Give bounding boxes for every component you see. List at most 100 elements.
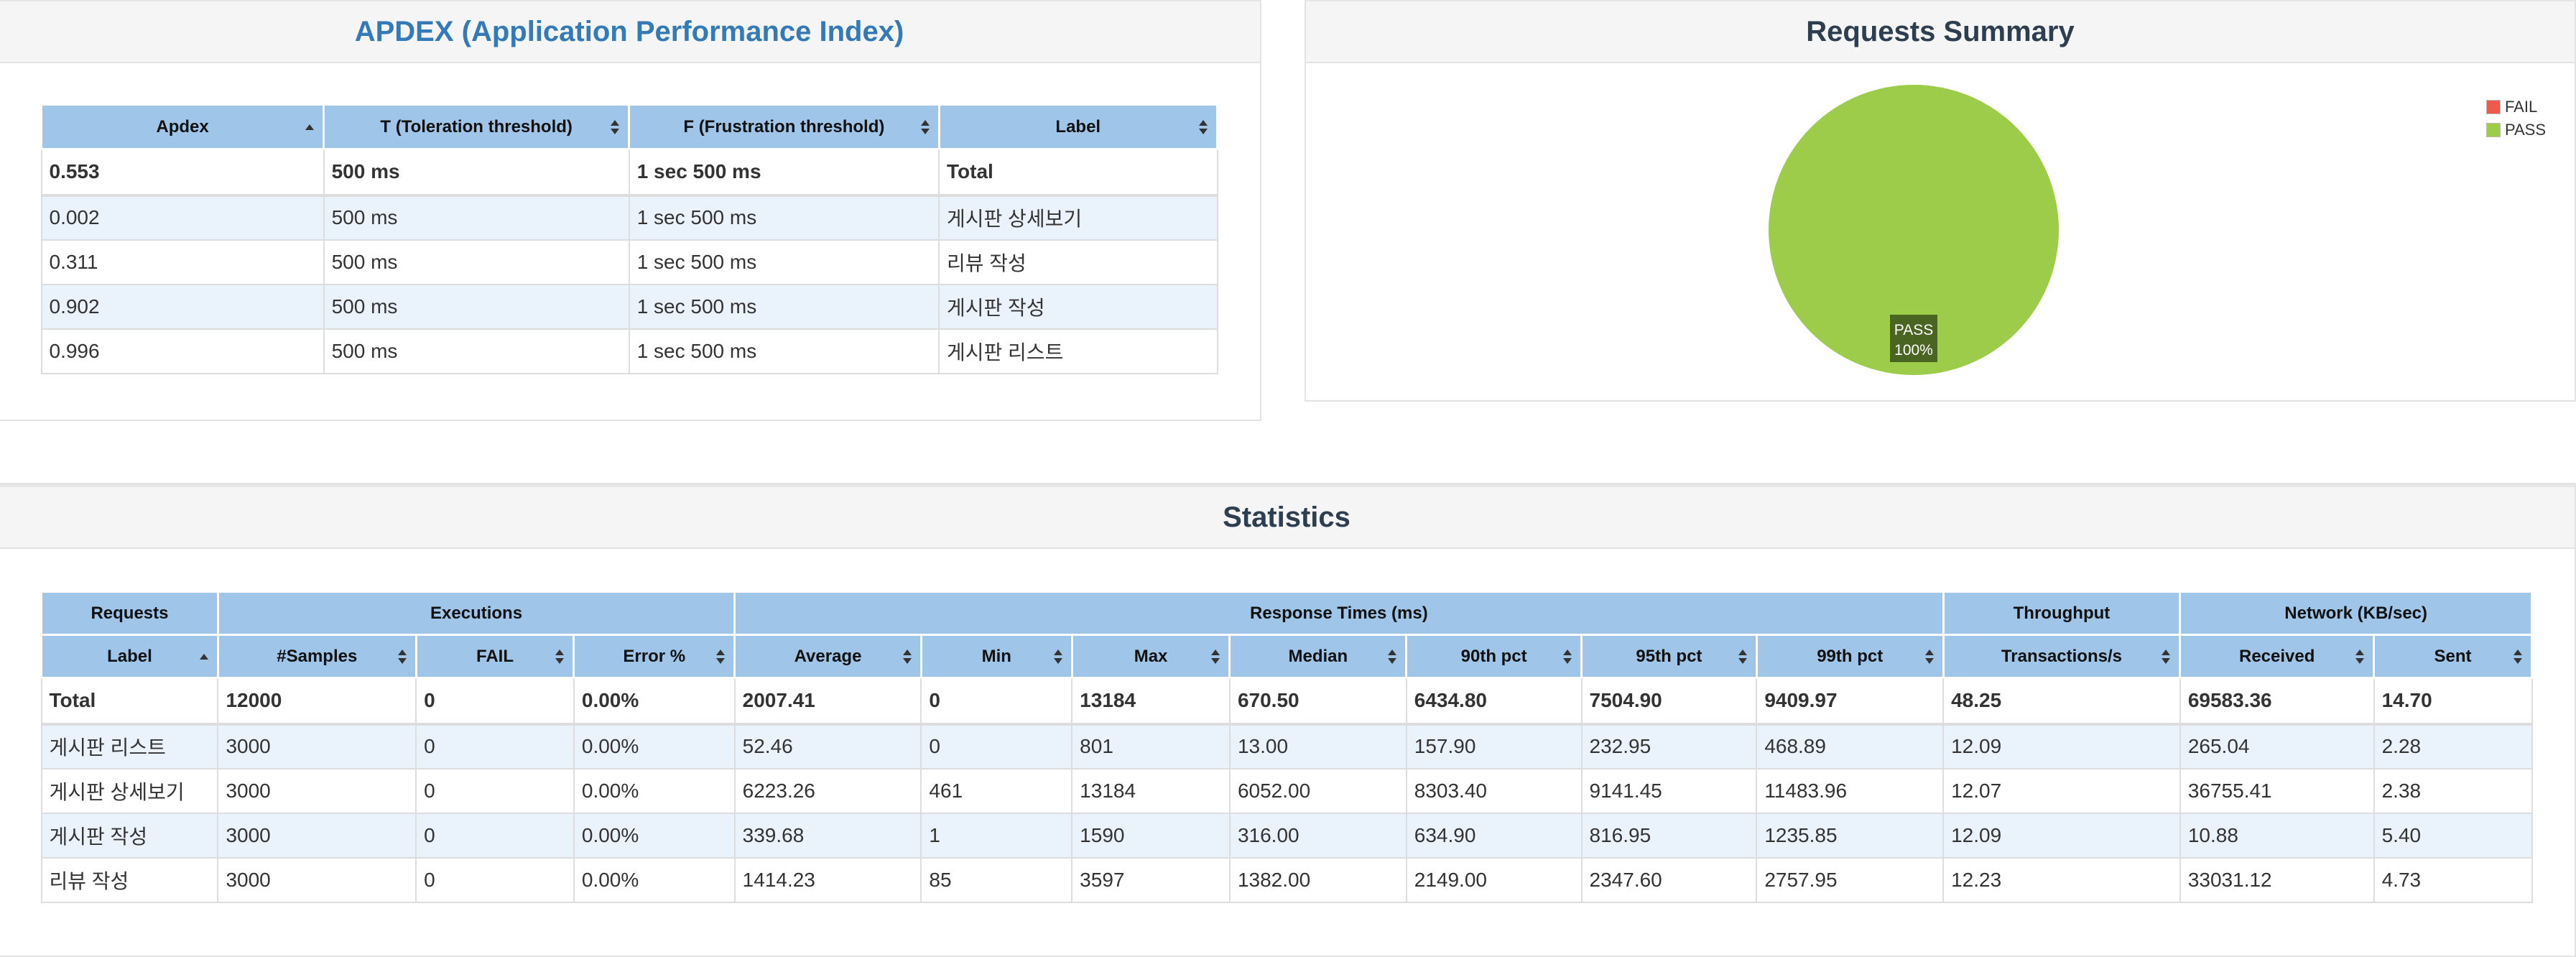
col-max[interactable]: Max [1070, 634, 1231, 679]
column-header-row: Label #Samples FAIL Error % Average Min … [40, 634, 2533, 679]
table-cell: 0 [920, 723, 1073, 769]
table-cell: 1235.85 [1756, 812, 1945, 859]
table-cell: 670.50 [1228, 677, 1407, 726]
col-90th-pct[interactable]: 90th pct [1405, 634, 1583, 679]
table-row: Total 12000 0 0.00% 2007.41 0 13184 670.50 6434.… [40, 677, 2533, 726]
table-row: 0.996 500 ms 1 sec 500 ms 게시판 리스트 [40, 328, 1218, 374]
table-cell: 12000 [217, 677, 417, 726]
table-cell: 3000 [217, 723, 417, 769]
sort-icon [1053, 649, 1062, 664]
table-cell: 1 [920, 812, 1073, 859]
col-received[interactable]: Received [2179, 634, 2376, 679]
table-cell: 0.00% [573, 677, 736, 726]
table-cell: 7504.90 [1580, 677, 1758, 726]
legend-item-fail[interactable]: FAIL [2485, 96, 2546, 119]
sort-icon [2355, 649, 2365, 664]
table-cell: 232.95 [1580, 723, 1758, 769]
table-cell: 1590 [1071, 812, 1231, 859]
col-samples[interactable]: #Samples [216, 634, 417, 679]
statistics-panel: Statistics Requests Executions Response … [0, 483, 2576, 957]
legend-item-pass[interactable]: PASS [2485, 119, 2546, 142]
table-cell: 0.00% [573, 856, 736, 903]
col-99th-pct[interactable]: 99th pct [1755, 634, 1945, 679]
sort-icon [902, 649, 912, 664]
col-min[interactable]: Min [919, 634, 1073, 679]
table-cell: 2.28 [2373, 723, 2533, 769]
pie-label-box [1890, 315, 1937, 362]
table-cell: 3000 [217, 767, 417, 814]
sort-icon [1199, 119, 1208, 134]
table-cell: 0 [415, 677, 575, 726]
table-cell: 10.88 [2179, 812, 2375, 859]
group-header-row: Requests Executions Response Times (ms) … [40, 591, 2533, 636]
col-average[interactable]: Average [733, 634, 922, 679]
table-cell: 0 [920, 677, 1073, 726]
table-cell: 6434.80 [1405, 677, 1583, 726]
apdex-col-f[interactable]: F (Frustration threshold) [628, 103, 940, 150]
col-fail[interactable]: FAIL [414, 634, 575, 679]
table-cell: 85 [920, 856, 1073, 903]
requests-pie-chart: PASS 100% [1769, 85, 2059, 375]
apdex-col-t[interactable]: T (Toleration threshold) [323, 103, 631, 150]
sort-icon [1563, 649, 1572, 664]
table-cell: 6223.26 [733, 767, 922, 814]
sort-icon [2514, 649, 2522, 664]
col-median[interactable]: Median [1228, 634, 1408, 679]
table-cell: 0.00% [573, 767, 736, 814]
table-cell: 12.09 [1942, 723, 2181, 769]
table-cell: 2007.41 [733, 677, 922, 726]
table-cell: 14.70 [2373, 677, 2533, 726]
pie-slice-percent: 100% [1894, 342, 1933, 359]
sort-icon [1211, 649, 1220, 664]
col-95th-pct[interactable]: 95th pct [1580, 634, 1758, 679]
pass-swatch [2485, 123, 2501, 137]
col-error-pct[interactable]: Error % [573, 634, 736, 679]
table-cell: 11483.96 [1756, 767, 1945, 814]
pie-slice-label: PASS [1894, 322, 1933, 338]
table-row: 0.553 500 ms 1 sec 500 ms Total [40, 148, 1218, 197]
sort-icon [716, 649, 726, 664]
table-cell: 36755.41 [2179, 767, 2375, 814]
table-cell: 816.95 [1580, 812, 1758, 859]
apdex-col-apdex[interactable]: Apdex [40, 103, 325, 150]
col-sent[interactable]: Sent [2373, 634, 2533, 679]
table-cell: 3597 [1071, 856, 1231, 903]
requests-summary-title: Requests Summary [1806, 15, 2075, 47]
table-cell: Total [40, 677, 219, 726]
table-cell: 9141.45 [1580, 767, 1758, 814]
table-cell: 3000 [217, 812, 417, 859]
table-cell: 0 [415, 767, 575, 814]
table-cell: 316.00 [1228, 812, 1407, 859]
statistics-title: Statistics [1223, 501, 1350, 533]
table-row: 0.002 500 ms 1 sec 500 ms 게시판 상세보기 [40, 194, 1218, 241]
requests-summary-panel: Requests Summary PASS 100% FAIL PASS [1305, 0, 2576, 402]
table-row: 게시판 상세보기 3000 0 0.00% 6223.26 461 13184 6052.00… [40, 767, 2533, 814]
table-cell: 33031.12 [2179, 856, 2375, 903]
group-network: Network (KB/sec) [2179, 591, 2533, 636]
table-cell: 5.40 [2373, 812, 2533, 859]
sort-icon [2162, 649, 2171, 664]
table-cell: 2149.00 [1405, 856, 1583, 903]
chart-legend: FAIL PASS [2485, 96, 2546, 142]
table-row: 리뷰 작성 3000 0 0.00% 1414.23 85 3597 1382.00 2149.… [40, 856, 2533, 903]
table-cell: 0.00% [573, 812, 736, 859]
pie-slice-pass[interactable] [1769, 85, 2059, 375]
table-cell: 265.04 [2179, 723, 2375, 769]
table-cell: 2347.60 [1580, 856, 1758, 903]
table-row: 게시판 리스트 3000 0 0.00% 52.46 0 801 13.00 157.90 232… [40, 723, 2533, 769]
table-cell: 9409.97 [1756, 677, 1945, 726]
table-cell: 12.09 [1942, 812, 2181, 859]
apdex-col-label[interactable]: Label [937, 103, 1218, 150]
table-cell: 0 [415, 812, 575, 859]
sort-icon [920, 119, 930, 134]
sort-asc-icon [199, 649, 208, 664]
sort-icon [611, 119, 620, 134]
table-cell: 1414.23 [733, 856, 922, 903]
table-cell: 12.07 [1942, 767, 2181, 814]
table-cell: 52.46 [733, 723, 922, 769]
apdex-panel-header: APDEX (Application Performance Index) [0, 0, 1260, 63]
col-transactions[interactable]: Transactions/s [1942, 634, 2182, 679]
table-cell: 13184 [1071, 677, 1231, 726]
requests-summary-header: Requests Summary [1306, 0, 2575, 63]
col-label[interactable]: Label [40, 634, 219, 679]
